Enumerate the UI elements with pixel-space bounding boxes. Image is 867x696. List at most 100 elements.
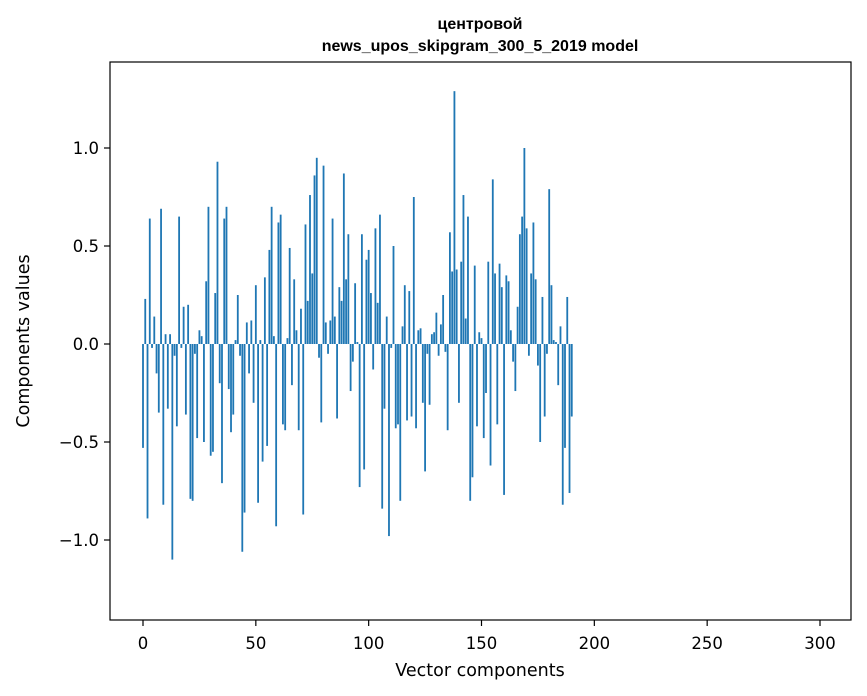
bar-126	[426, 344, 429, 354]
bar-189	[568, 344, 571, 493]
y-axis-label: Components values	[14, 254, 34, 427]
bar-95	[356, 342, 359, 344]
bar-77	[315, 157, 318, 344]
bar-59	[275, 344, 278, 527]
bar-146	[471, 344, 474, 478]
bar-13	[171, 344, 174, 560]
bar-34	[218, 344, 221, 384]
bar-124	[421, 344, 424, 403]
bar-48	[250, 320, 253, 344]
x-tick-label: 150	[466, 634, 498, 653]
bar-153	[487, 261, 490, 344]
bar-167	[518, 234, 521, 344]
bar-181	[550, 285, 553, 344]
bar-127	[428, 344, 431, 405]
bar-55	[266, 344, 269, 446]
bar-21	[189, 344, 192, 499]
bar-154	[489, 344, 492, 466]
bar-47	[248, 344, 250, 374]
bar-88	[340, 300, 343, 344]
x-tick-label: 50	[245, 634, 266, 653]
bar-25	[198, 330, 201, 344]
y-tick-label: −1.0	[59, 531, 99, 550]
bar-30	[209, 344, 212, 456]
bar-157	[496, 344, 499, 425]
x-axis-ticks: 0 50 100 150 200 250 300	[138, 620, 836, 653]
bar-9	[162, 344, 165, 505]
chart-title-line1: центровой	[437, 16, 522, 33]
bar-170	[525, 228, 528, 344]
bar-104	[376, 302, 379, 344]
bar-122	[417, 330, 420, 344]
x-tick-label: 200	[579, 634, 611, 653]
bar-63	[284, 344, 287, 431]
bar-57	[270, 206, 273, 344]
bar-169	[523, 148, 526, 344]
bar-85	[333, 316, 336, 344]
bar-15	[175, 344, 178, 427]
bar-49	[252, 344, 255, 403]
bar-54	[263, 277, 266, 344]
bar-165	[514, 344, 517, 392]
y-tick-label: 1.0	[73, 139, 99, 158]
bar-173	[532, 222, 535, 344]
bar-152	[485, 344, 487, 393]
bar-120	[412, 197, 415, 344]
bar-158	[498, 263, 501, 344]
bar-130	[435, 312, 438, 344]
bar-143	[464, 318, 467, 344]
bar-68	[295, 330, 298, 344]
bar-72	[304, 224, 307, 344]
bar-145	[469, 344, 472, 501]
bar-177	[541, 296, 544, 344]
bar-108	[385, 316, 388, 344]
bar-62	[282, 344, 284, 425]
bar-97	[360, 234, 363, 344]
bar-144	[467, 216, 469, 344]
bar-119	[410, 344, 413, 417]
bar-171	[527, 344, 530, 356]
bar-90	[345, 279, 348, 344]
bar-74	[309, 195, 311, 344]
bar-89	[342, 173, 345, 344]
bar-8	[160, 208, 162, 344]
y-tick-label: 0.5	[73, 237, 99, 256]
bar-117	[406, 344, 408, 421]
bar-46	[245, 322, 248, 344]
bar-31	[212, 344, 214, 452]
bar-32	[214, 293, 217, 344]
bar-84	[331, 218, 334, 344]
bar-140	[458, 344, 460, 403]
bar-183	[555, 342, 557, 344]
bar-176	[539, 344, 542, 442]
bar-93	[351, 344, 354, 362]
bar-107	[383, 344, 386, 409]
bar-series	[142, 91, 573, 560]
bar-65	[288, 247, 291, 344]
bar-26	[200, 336, 203, 344]
bar-43	[239, 344, 241, 356]
bar-113	[397, 344, 399, 425]
bar-123	[419, 328, 422, 344]
bar-20	[187, 304, 190, 344]
bar-83	[329, 320, 332, 344]
bar-69	[297, 344, 300, 431]
bar-1	[144, 298, 147, 344]
bar-28	[205, 281, 208, 344]
bar-116	[403, 285, 406, 344]
bar-184	[557, 344, 560, 386]
bar-161	[505, 275, 508, 344]
x-tick-label: 0	[138, 634, 149, 653]
bar-53	[261, 344, 264, 462]
bar-185	[559, 326, 562, 344]
bar-187	[564, 344, 566, 448]
bar-23	[194, 344, 196, 354]
plot-frame	[109, 61, 852, 621]
bar-102	[372, 344, 375, 370]
bar-92	[349, 344, 352, 392]
bar-73	[306, 300, 309, 344]
bar-155	[491, 179, 494, 344]
bar-164	[512, 344, 514, 362]
bar-22	[191, 344, 194, 501]
bar-141	[460, 261, 463, 344]
